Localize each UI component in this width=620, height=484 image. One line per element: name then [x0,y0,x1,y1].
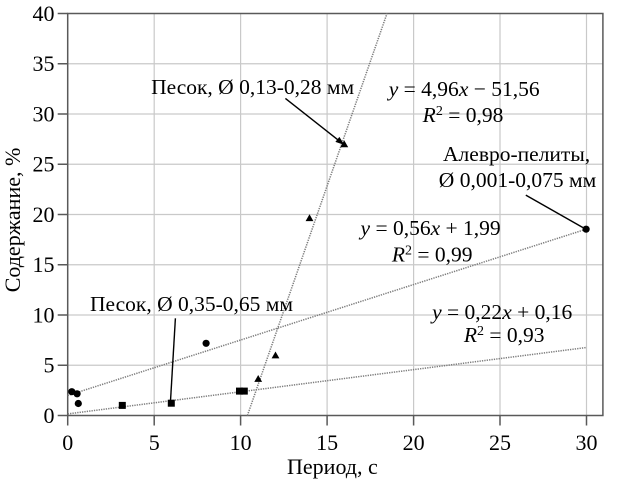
svg-text:R2 = 0,99: R2 = 0,99 [391,243,473,267]
svg-text:10: 10 [33,302,55,327]
svg-text:15: 15 [33,252,55,277]
svg-text:Алевро-пелиты,: Алевро-пелиты, [443,142,590,166]
svg-text:R2 = 0,93: R2 = 0,93 [463,323,545,347]
svg-text:25: 25 [489,430,511,455]
svg-text:0: 0 [44,403,55,428]
svg-text:35: 35 [33,51,55,76]
svg-text:15: 15 [316,430,338,455]
svg-text:y = 0,22x + 0,16: y = 0,22x + 0,16 [430,300,572,324]
svg-text:Песок, Ø 0,35-0,65 мм: Песок, Ø 0,35-0,65 мм [90,292,293,316]
svg-text:0: 0 [62,430,73,455]
svg-text:5: 5 [149,430,160,455]
svg-text:Песок, Ø 0,13-0,28 мм: Песок, Ø 0,13-0,28 мм [151,75,354,99]
svg-text:10: 10 [230,430,252,455]
svg-text:R2 = 0,98: R2 = 0,98 [422,103,504,127]
svg-text:30: 30 [576,430,598,455]
svg-text:y = 0,56x + 1,99: y = 0,56x + 1,99 [359,216,501,240]
svg-text:Ø 0,001-0,075 мм: Ø 0,001-0,075 мм [439,168,597,192]
svg-text:20: 20 [33,202,55,227]
svg-text:y = 4,96x − 51,56: y = 4,96x − 51,56 [387,77,540,101]
svg-text:5: 5 [44,353,55,378]
svg-text:20: 20 [403,430,425,455]
svg-text:30: 30 [33,101,55,126]
svg-text:40: 40 [33,1,55,26]
svg-text:25: 25 [33,152,55,177]
svg-text:Содержание, %: Содержание, % [0,148,25,293]
svg-text:Период, с: Период, с [287,454,378,479]
